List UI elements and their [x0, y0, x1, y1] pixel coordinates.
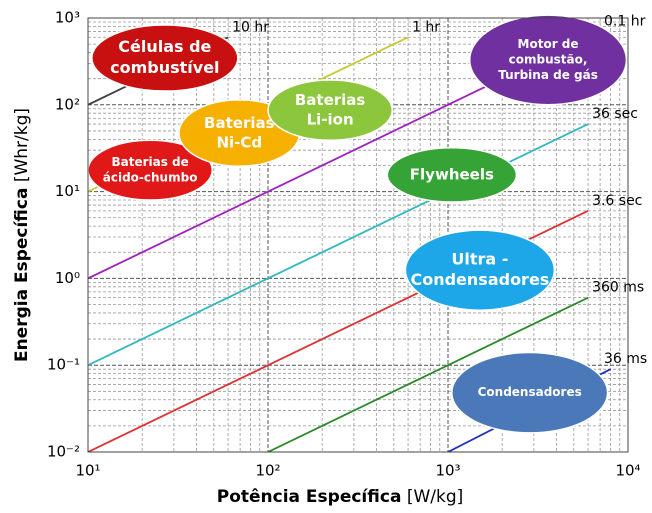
x-label: Potência Específica [217, 487, 402, 507]
x-tick-label: 10¹ [75, 462, 100, 480]
technology-region [468, 14, 628, 106]
x-tick-label: 10² [255, 462, 280, 480]
region-label: Células de [118, 37, 211, 56]
time-line [267, 296, 589, 452]
y-tick-label: 10² [55, 95, 80, 113]
plot-frame [87, 17, 629, 453]
region-label: combustão, [509, 52, 588, 66]
y-tick-label: 10⁰ [55, 269, 80, 287]
region-label: Baterias [204, 114, 275, 132]
time-label: 36 ms [604, 351, 647, 367]
x-tick-label: 10³ [435, 462, 460, 480]
time-label: 10 hr [232, 19, 269, 35]
y-label: Energia Específica [12, 188, 32, 363]
y-axis-label: Energia Específica [Whr/kg] [12, 108, 32, 362]
y-unit: [Whr/kg] [12, 108, 32, 182]
region-label: Baterias [295, 91, 366, 109]
x-unit: [W/kg] [407, 487, 463, 507]
region-label: Condensadores [410, 270, 549, 289]
technology-region [386, 147, 518, 203]
region-label: Baterias de [111, 155, 188, 169]
time-label: 0.1 hr [604, 13, 646, 29]
y-tick-label: 10⁻² [47, 443, 80, 461]
time-label: 1 hr [412, 19, 440, 35]
region-label: Ultra - [451, 249, 508, 268]
y-tick-label: 10¹ [55, 182, 80, 200]
x-axis-label: Potência Específica [W/kg] [217, 487, 464, 507]
region-label: ácido-chumbo [103, 170, 198, 184]
technology-region [267, 79, 393, 142]
technology-region [91, 24, 239, 92]
region-label: combustível [110, 58, 219, 77]
region-label: Motor de [518, 37, 579, 51]
region-label: Flywheels [410, 165, 494, 183]
region-label: Ni-Cd [216, 133, 262, 151]
time-label: 3.6 sec [592, 193, 642, 209]
time-label: 36 sec [592, 106, 638, 122]
y-tick-label: 10³ [55, 9, 80, 27]
region-label: Li-ion [307, 110, 354, 128]
y-tick-label: 10⁻¹ [47, 356, 80, 374]
region-label: Condensadores [478, 385, 582, 399]
technology-region [451, 351, 609, 434]
technology-region [404, 229, 556, 311]
time-label: 360 ms [592, 280, 644, 296]
x-tick-label: 10⁴ [615, 462, 640, 480]
regions: Células de combustível Baterias deácido-ch… [87, 14, 628, 434]
region-label: Turbina de gás [498, 68, 598, 82]
